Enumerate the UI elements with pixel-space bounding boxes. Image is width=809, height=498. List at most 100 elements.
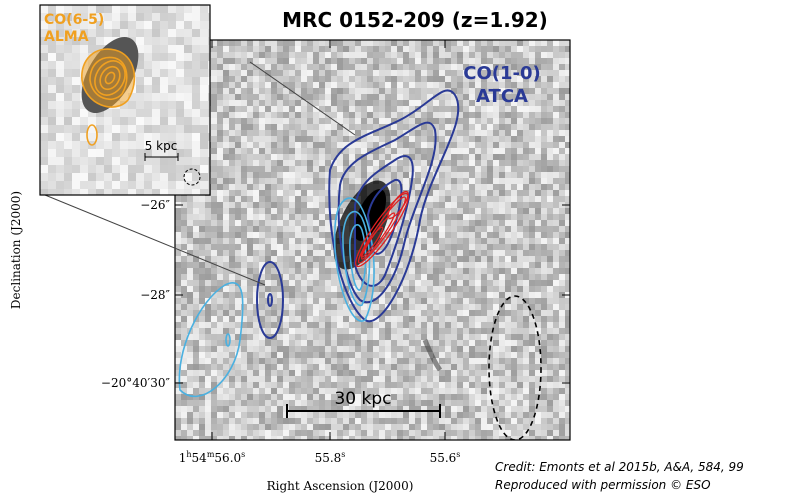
noise-pixel: [229, 202, 235, 208]
noise-pixel: [283, 100, 289, 106]
noise-pixel: [235, 46, 241, 52]
noise-pixel: [277, 376, 283, 382]
noise-pixel: [529, 232, 535, 238]
noise-pixel: [451, 70, 457, 76]
noise-pixel: [529, 166, 535, 172]
noise-pixel: [433, 322, 439, 328]
noise-pixel: [217, 40, 223, 46]
noise-pixel: [160, 13, 168, 21]
noise-pixel: [193, 388, 199, 394]
noise-pixel: [331, 280, 337, 286]
noise-pixel: [176, 5, 184, 13]
noise-pixel: [541, 160, 547, 166]
noise-pixel: [439, 100, 445, 106]
noise-pixel: [427, 136, 433, 142]
noise-pixel: [259, 160, 265, 166]
noise-pixel: [235, 214, 241, 220]
noise-pixel: [541, 130, 547, 136]
noise-pixel: [325, 388, 331, 394]
noise-pixel: [241, 166, 247, 172]
noise-pixel: [445, 70, 451, 76]
noise-pixel: [80, 45, 88, 53]
noise-pixel: [229, 328, 235, 334]
noise-pixel: [403, 340, 409, 346]
noise-pixel: [307, 364, 313, 370]
noise-pixel: [128, 181, 136, 189]
noise-pixel: [511, 172, 517, 178]
noise-pixel: [259, 100, 265, 106]
noise-pixel: [211, 82, 217, 88]
noise-pixel: [223, 88, 229, 94]
noise-pixel: [445, 382, 451, 388]
noise-pixel: [469, 94, 475, 100]
noise-pixel: [469, 166, 475, 172]
noise-pixel: [319, 76, 325, 82]
noise-pixel: [319, 136, 325, 142]
noise-pixel: [319, 322, 325, 328]
noise-pixel: [445, 238, 451, 244]
noise-pixel: [505, 394, 511, 400]
noise-pixel: [361, 46, 367, 52]
noise-pixel: [349, 64, 355, 70]
noise-pixel: [391, 394, 397, 400]
noise-pixel: [175, 280, 181, 286]
noise-pixel: [64, 181, 72, 189]
noise-pixel: [247, 154, 253, 160]
noise-pixel: [259, 370, 265, 376]
noise-pixel: [505, 142, 511, 148]
noise-pixel: [184, 101, 192, 109]
noise-pixel: [373, 88, 379, 94]
noise-pixel: [247, 352, 253, 358]
noise-pixel: [56, 133, 64, 141]
noise-pixel: [469, 358, 475, 364]
noise-pixel: [535, 406, 541, 412]
noise-pixel: [128, 109, 136, 117]
noise-pixel: [367, 340, 373, 346]
noise-pixel: [421, 136, 427, 142]
noise-pixel: [313, 94, 319, 100]
noise-pixel: [493, 340, 499, 346]
noise-pixel: [523, 346, 529, 352]
noise-pixel: [217, 424, 223, 430]
noise-pixel: [487, 406, 493, 412]
noise-pixel: [331, 130, 337, 136]
noise-pixel: [547, 358, 553, 364]
noise-pixel: [211, 106, 217, 112]
noise-pixel: [373, 58, 379, 64]
noise-pixel: [295, 328, 301, 334]
noise-pixel: [229, 64, 235, 70]
noise-pixel: [253, 424, 259, 430]
noise-pixel: [247, 376, 253, 382]
noise-pixel: [217, 250, 223, 256]
noise-pixel: [475, 358, 481, 364]
noise-pixel: [295, 214, 301, 220]
noise-pixel: [193, 244, 199, 250]
noise-pixel: [337, 142, 343, 148]
noise-pixel: [349, 436, 355, 442]
noise-pixel: [427, 268, 433, 274]
noise-pixel: [217, 394, 223, 400]
noise-pixel: [535, 268, 541, 274]
noise-pixel: [307, 238, 313, 244]
noise-pixel: [379, 70, 385, 76]
noise-pixel: [409, 268, 415, 274]
noise-pixel: [307, 46, 313, 52]
noise-pixel: [40, 85, 48, 93]
noise-pixel: [295, 238, 301, 244]
noise-pixel: [415, 166, 421, 172]
noise-pixel: [349, 58, 355, 64]
noise-pixel: [253, 262, 259, 268]
noise-pixel: [505, 220, 511, 226]
noise-pixel: [379, 130, 385, 136]
noise-pixel: [229, 88, 235, 94]
noise-pixel: [313, 100, 319, 106]
noise-pixel: [277, 364, 283, 370]
noise-pixel: [283, 358, 289, 364]
noise-pixel: [415, 310, 421, 316]
noise-pixel: [559, 142, 565, 148]
noise-pixel: [481, 382, 487, 388]
noise-pixel: [379, 52, 385, 58]
noise-pixel: [553, 160, 559, 166]
noise-pixel: [349, 46, 355, 52]
noise-pixel: [289, 394, 295, 400]
